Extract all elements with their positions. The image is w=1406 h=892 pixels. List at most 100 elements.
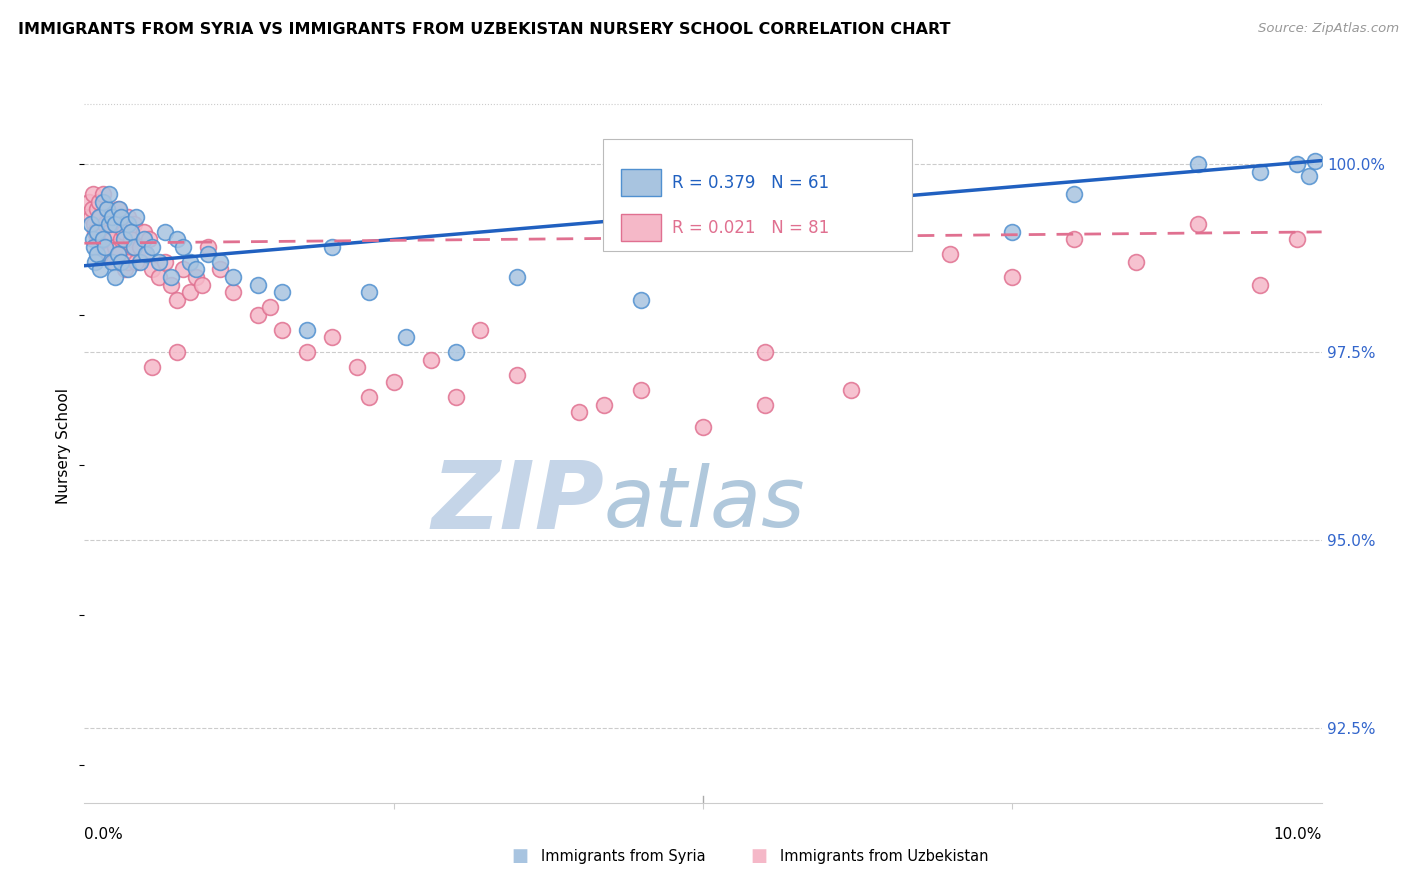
- Point: [91, 240, 114, 254]
- Point: [122, 240, 145, 254]
- Point: [197, 240, 219, 254]
- Point: [419, 352, 441, 367]
- Point: [84, 225, 107, 239]
- Point: [141, 360, 163, 375]
- Point: [141, 240, 163, 254]
- Point: [506, 270, 529, 285]
- Point: [153, 255, 176, 269]
- Point: [1063, 232, 1085, 246]
- Point: [395, 330, 418, 344]
- Point: [114, 262, 136, 277]
- Point: [86, 232, 108, 246]
- Point: [89, 194, 111, 209]
- Point: [120, 232, 142, 246]
- Point: [692, 420, 714, 434]
- Point: [110, 255, 132, 269]
- Point: [86, 247, 108, 261]
- Point: [321, 330, 343, 344]
- Point: [110, 255, 132, 269]
- Point: [86, 202, 108, 217]
- Point: [96, 232, 118, 246]
- Point: [120, 225, 142, 239]
- Point: [444, 345, 467, 359]
- Point: [246, 277, 269, 292]
- Point: [110, 210, 132, 224]
- Point: [166, 345, 188, 359]
- Point: [104, 218, 127, 232]
- Point: [1249, 277, 1271, 292]
- Text: IMMIGRANTS FROM SYRIA VS IMMIGRANTS FROM UZBEKISTAN NURSERY SCHOOL CORRELATION C: IMMIGRANTS FROM SYRIA VS IMMIGRANTS FROM…: [18, 22, 950, 37]
- Text: Source: ZipAtlas.com: Source: ZipAtlas.com: [1258, 22, 1399, 36]
- Point: [160, 277, 183, 292]
- Point: [321, 240, 343, 254]
- Point: [82, 232, 104, 246]
- Point: [593, 398, 616, 412]
- Y-axis label: Nursery School: Nursery School: [56, 388, 72, 504]
- Text: 10.0%: 10.0%: [1274, 827, 1322, 841]
- Point: [122, 240, 145, 254]
- Point: [1305, 153, 1327, 168]
- Point: [125, 210, 148, 224]
- Point: [83, 240, 105, 254]
- Point: [1285, 157, 1308, 171]
- Text: R = 0.379   N = 61: R = 0.379 N = 61: [672, 174, 830, 192]
- Point: [1187, 218, 1209, 232]
- Point: [100, 210, 122, 224]
- Point: [117, 218, 139, 232]
- Point: [91, 194, 114, 209]
- Text: ZIP: ZIP: [432, 457, 605, 549]
- Text: ■: ■: [512, 847, 529, 865]
- Point: [148, 270, 170, 285]
- Point: [259, 300, 281, 314]
- Point: [815, 210, 838, 224]
- Point: [153, 225, 176, 239]
- Point: [82, 187, 104, 202]
- Point: [98, 225, 121, 239]
- Point: [135, 247, 157, 261]
- Point: [100, 232, 122, 246]
- Point: [1125, 255, 1147, 269]
- Point: [86, 225, 108, 239]
- Point: [80, 202, 103, 217]
- Point: [100, 255, 122, 269]
- Point: [129, 255, 152, 269]
- Point: [222, 285, 245, 299]
- Point: [104, 240, 127, 254]
- Point: [184, 262, 207, 277]
- Point: [148, 255, 170, 269]
- Point: [112, 232, 135, 246]
- Point: [271, 322, 294, 336]
- Point: [117, 262, 139, 277]
- Point: [84, 255, 107, 269]
- Point: [89, 210, 111, 224]
- Point: [346, 360, 368, 375]
- Point: [506, 368, 529, 382]
- Point: [191, 277, 214, 292]
- Point: [815, 202, 838, 217]
- Point: [129, 240, 152, 254]
- Point: [630, 293, 652, 307]
- Point: [91, 232, 114, 246]
- Point: [444, 390, 467, 404]
- Point: [166, 232, 188, 246]
- Point: [117, 210, 139, 224]
- Point: [209, 255, 232, 269]
- Point: [271, 285, 294, 299]
- Point: [754, 345, 776, 359]
- Point: [357, 285, 380, 299]
- Text: Immigrants from Uzbekistan: Immigrants from Uzbekistan: [780, 849, 988, 863]
- Point: [877, 218, 900, 232]
- Point: [877, 225, 900, 239]
- Point: [630, 383, 652, 397]
- Point: [172, 240, 194, 254]
- Point: [122, 218, 145, 232]
- Point: [1001, 270, 1024, 285]
- Point: [125, 255, 148, 269]
- Point: [1249, 165, 1271, 179]
- Point: [179, 285, 201, 299]
- Point: [132, 232, 155, 246]
- Point: [96, 202, 118, 217]
- Point: [103, 255, 125, 269]
- Point: [295, 322, 318, 336]
- Point: [160, 270, 183, 285]
